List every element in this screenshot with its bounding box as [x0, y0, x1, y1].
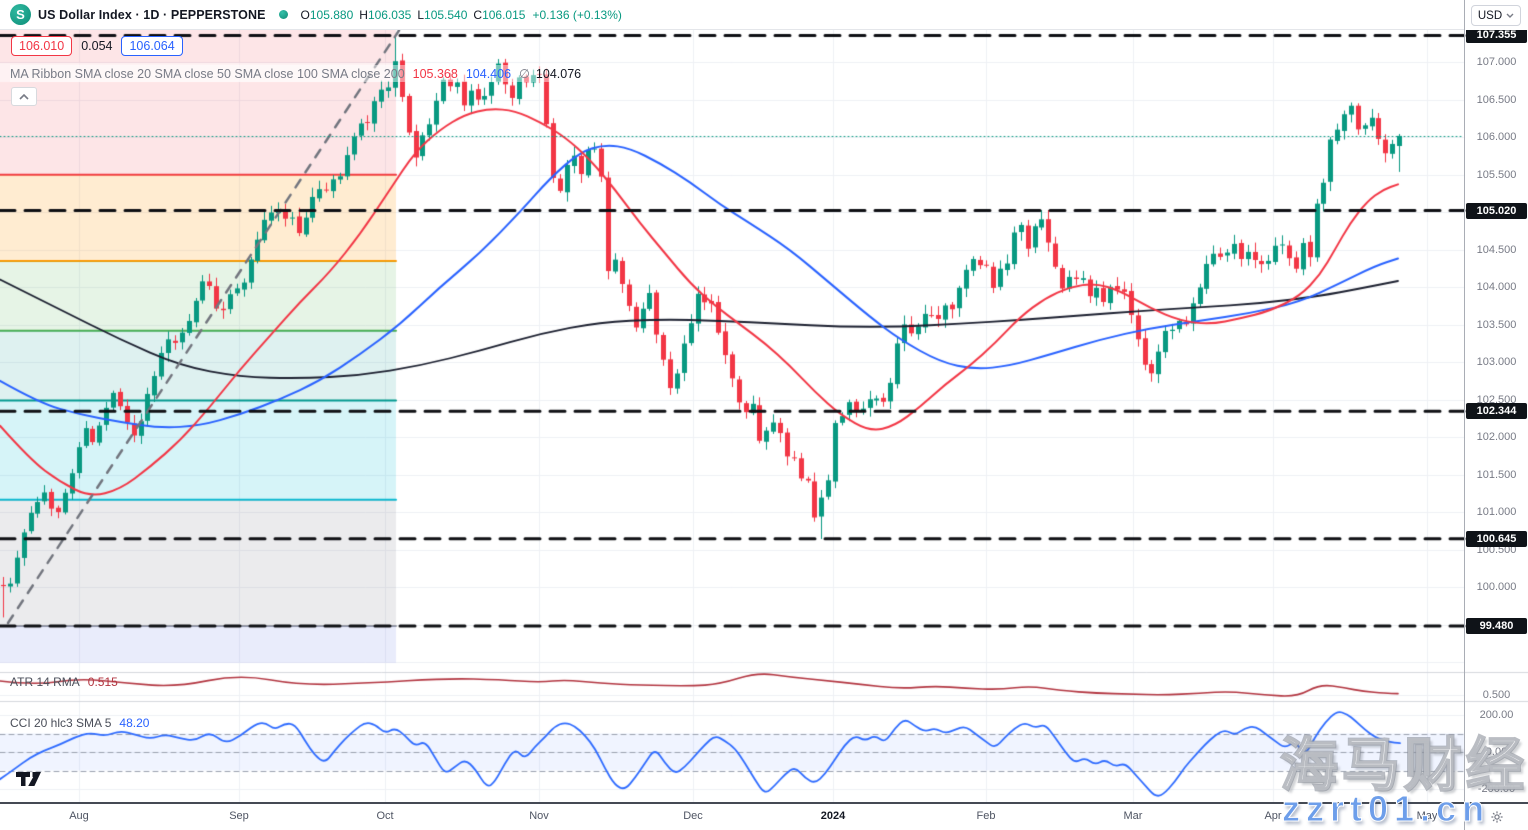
price-axis-border: [1464, 0, 1465, 830]
sma20-value: 105.368: [412, 67, 458, 81]
chevron-up-icon: [19, 93, 29, 100]
price-tick: 106.000: [1476, 131, 1517, 143]
time-label: Apr: [1264, 810, 1282, 822]
time-label: Dec: [683, 810, 703, 822]
price-tick: 103.500: [1476, 318, 1517, 331]
atr-value: 0.515: [87, 675, 118, 689]
market-status-icon[interactable]: [278, 10, 288, 19]
settings-gear-icon[interactable]: [1490, 810, 1504, 824]
ma-ribbon-legend[interactable]: MA Ribbon SMA close 20 SMA close 50 SMA …: [10, 65, 585, 82]
high-value: 106.035: [367, 7, 412, 22]
tradingview-logo[interactable]: [15, 770, 48, 793]
price-tick: 104.000: [1476, 281, 1517, 293]
sma50-value: 104.406: [465, 67, 512, 81]
ohlc-values: O105.880 H106.035 L105.540 C106.015: [301, 8, 526, 22]
time-label: Sep: [229, 810, 249, 822]
price-tick: 103.000: [1476, 356, 1517, 368]
price-level-chip: 99.480: [1466, 618, 1527, 634]
range-tool-labels: 106.010 0.054 106.064: [11, 36, 183, 56]
price-tick: 102.000: [1476, 431, 1517, 443]
close-value: 106.015: [482, 7, 526, 22]
time-label: 2024: [820, 810, 846, 822]
range-high-box[interactable]: 106.064: [121, 36, 183, 56]
price-tick: 102.500: [1476, 393, 1517, 406]
high-label: H: [359, 7, 368, 22]
currency-selector-value: USD: [1477, 9, 1503, 22]
ma-average-value: 104.076: [535, 67, 582, 81]
price-tick: 105.500: [1476, 168, 1517, 181]
price-level-chip: 107.355: [1466, 30, 1527, 44]
range-low-box[interactable]: 106.010: [11, 36, 73, 56]
cci-legend[interactable]: CCI 20 hlc3 SMA 5 48.20: [10, 716, 149, 730]
chevron-down-icon: [1506, 13, 1514, 18]
symbol-logo-icon[interactable]: S: [10, 4, 31, 25]
atr-legend[interactable]: ATR 14 RMA 0.515: [10, 675, 118, 689]
indicator-axis-tick: 200.00: [1479, 709, 1514, 721]
cci-label: CCI 20 hlc3 SMA 5: [10, 716, 112, 730]
time-label: Mar: [1123, 810, 1143, 822]
open-value: 105.880: [309, 7, 354, 22]
open-label: O: [300, 7, 310, 22]
axis-settings-corner[interactable]: [1465, 804, 1528, 830]
symbol-title[interactable]: US Dollar Index · 1D · PEPPERSTONE: [38, 7, 266, 22]
price-tick: 106.500: [1476, 93, 1517, 106]
cci-value: 48.20: [119, 716, 150, 730]
collapse-legend-button[interactable]: [11, 87, 37, 106]
price-tick: 104.500: [1476, 243, 1517, 256]
price-axis[interactable]: 107.000 106.500 106.000 105.500 104.500 104.0…: [1465, 30, 1528, 802]
atr-label: ATR 14 RMA: [10, 675, 80, 689]
tradingview-logo-icon: [16, 772, 41, 786]
price-tick: 101.500: [1476, 468, 1517, 481]
time-label: Aug: [69, 810, 89, 822]
currency-selector[interactable]: USD: [1471, 5, 1521, 26]
price-level-chip: 105.020: [1466, 202, 1527, 219]
price-level-chip: 100.645: [1466, 530, 1527, 547]
ma-ribbon-title: MA Ribbon SMA close 20 SMA close 50 SMA …: [10, 67, 405, 81]
toolbar: S US Dollar Index · 1D · PEPPERSTONE O10…: [0, 0, 1464, 30]
close-label: C: [473, 7, 483, 22]
low-value: 105.540: [424, 7, 468, 22]
time-axis-border: [0, 802, 1528, 804]
range-diff-label: 0.054: [81, 39, 113, 53]
price-change: +0.136 (+0.13%): [532, 7, 622, 22]
average-symbol-icon: ∅: [519, 67, 530, 81]
price-tick: 101.000: [1476, 506, 1517, 518]
price-level-chip: 102.344: [1466, 403, 1527, 420]
low-label: L: [417, 7, 425, 22]
time-label: Oct: [376, 810, 394, 822]
time-label: May: [1416, 810, 1438, 822]
time-label: Feb: [976, 810, 996, 822]
indicator-axis-tick: -200.00: [1477, 783, 1516, 795]
indicator-axis-tick: 0.500: [1482, 689, 1511, 701]
price-tick: 100.000: [1476, 581, 1517, 593]
time-axis[interactable]: Aug Sep Oct Nov Dec 2024 Feb Mar Apr May: [0, 802, 1464, 830]
indicator-axis-tick: 0.00: [1485, 746, 1508, 758]
time-label: Nov: [529, 810, 549, 822]
price-tick: 107.000: [1476, 56, 1517, 68]
